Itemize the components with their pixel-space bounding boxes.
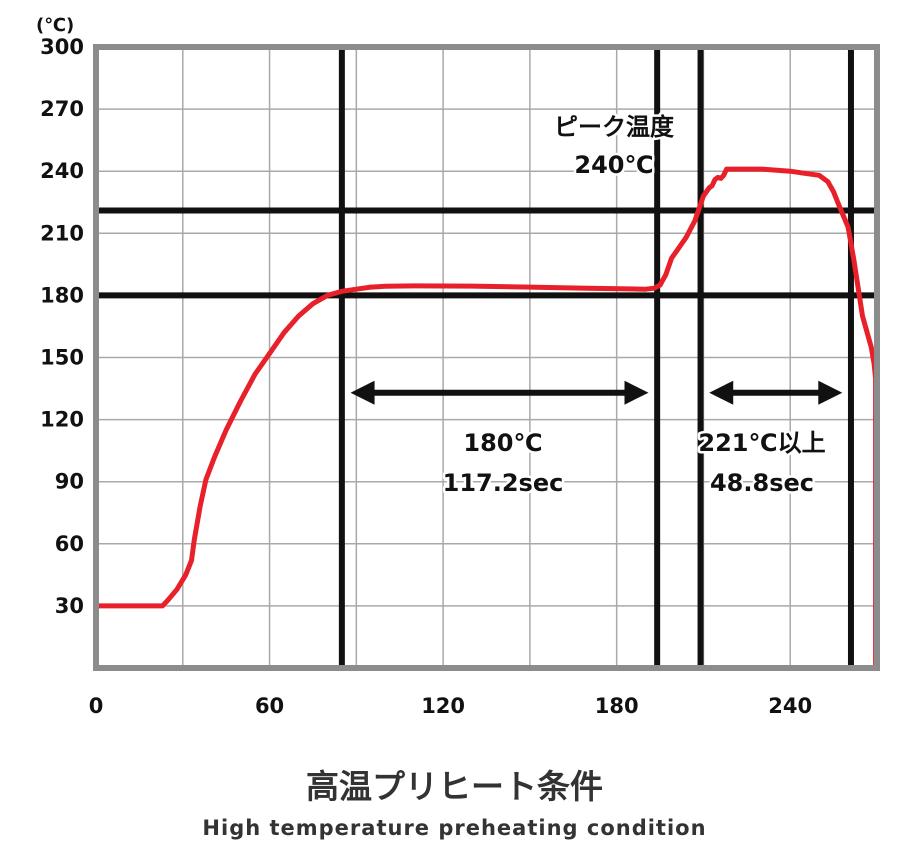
annotation-above-221-line2: 48.8sec xyxy=(710,469,814,497)
x-tick-label: 120 xyxy=(421,694,465,718)
x-axis-ticks: 0 60 120 180 240 xyxy=(89,694,812,718)
annotation-peak-temperature: ピーク温度 240℃ xyxy=(552,111,678,182)
series-line xyxy=(93,166,879,671)
annotation-peak-line2: 240℃ xyxy=(574,151,653,179)
y-tick-label: 120 xyxy=(40,408,84,432)
chart-title: 高温プリヒート条件 xyxy=(306,767,603,806)
arrow-head-right xyxy=(818,380,843,405)
reference-lines xyxy=(96,47,877,668)
y-tick-label: 60 xyxy=(55,532,84,556)
y-tick-label: 240 xyxy=(40,159,84,183)
y-tick-label: 150 xyxy=(40,346,84,370)
y-axis-ticks: 30 60 90 120 150 180 210 240 270 300 xyxy=(40,35,84,618)
x-tick-label: 180 xyxy=(595,694,639,718)
y-tick-label: 30 xyxy=(55,594,84,618)
arrow-head-left xyxy=(350,380,375,405)
y-axis-unit-label: (℃) xyxy=(36,15,74,36)
chart-subtitle: High temperature preheating condition xyxy=(202,816,707,840)
annotation-above-221: 221℃以上 48.8sec xyxy=(696,427,828,500)
arrows-layer xyxy=(350,380,843,405)
annotation-peak-line1: ピーク温度 xyxy=(554,113,675,141)
y-tick-label: 90 xyxy=(55,470,84,494)
x-tick-label: 240 xyxy=(768,694,812,718)
reflow-profile-chart: 30 60 90 120 150 180 210 240 270 300 0 60 120 180 240… xyxy=(36,15,880,718)
plot-frame xyxy=(93,44,880,671)
x-tick-label: 0 xyxy=(89,694,104,718)
annotation-preheat: 180℃ 117.2sec xyxy=(440,427,566,500)
x-tick-label: 60 xyxy=(255,694,284,718)
y-tick-label: 270 xyxy=(40,97,84,121)
arrow-head-left xyxy=(709,380,734,405)
annotation-preheat-line1: 180℃ xyxy=(463,429,542,457)
y-tick-label: 300 xyxy=(40,35,84,59)
y-tick-label: 180 xyxy=(40,283,84,307)
plot-border xyxy=(93,44,880,671)
annotation-preheat-line2: 117.2sec xyxy=(443,469,564,497)
arrow-head-right xyxy=(624,380,649,405)
annotation-above-221-line1: 221℃以上 xyxy=(698,429,825,457)
y-tick-label: 210 xyxy=(40,221,84,245)
series-layer xyxy=(93,166,879,671)
